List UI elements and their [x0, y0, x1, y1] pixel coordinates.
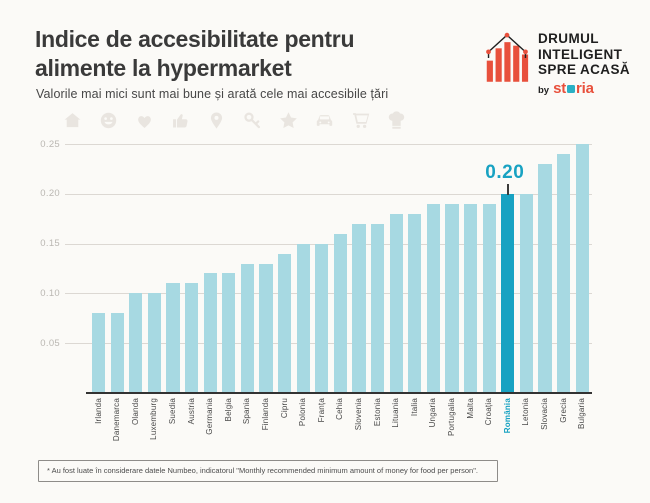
bar-slovacia: [538, 163, 552, 393]
bar-olanda: [129, 293, 143, 393]
bar-franța: [315, 243, 329, 393]
bar-irlanda: [92, 313, 106, 393]
logo-text: DRUMUL INTELIGENT SPRE ACASĂ by st ria: [538, 29, 630, 97]
watermark-icons-row: [62, 110, 407, 131]
x-axis-label-germania: Germania: [205, 398, 215, 435]
storia-st: st: [553, 79, 567, 97]
bar-germania: [203, 273, 217, 393]
x-axis-label-austria: Austria: [186, 398, 196, 425]
thumbs-up-icon: [170, 110, 191, 131]
bar-belgia: [222, 273, 236, 393]
x-axis-label-malta: Malta: [465, 398, 475, 419]
gridline-0.05: [65, 343, 592, 345]
y-axis-tick-label: 0.10: [40, 287, 60, 299]
x-axis-label-grecia: Grecia: [558, 398, 568, 423]
highlight-pointer-tick: [506, 184, 509, 195]
gridline-0.25: [65, 144, 592, 145]
footnote-box: * Au fost luate în considerare datele Nu…: [38, 460, 498, 482]
x-axis-label-estonia: Estonia: [372, 398, 382, 427]
x-axis-label-italia: Italia: [409, 398, 419, 417]
x-axis-label-irlanda: Irlanda: [93, 398, 103, 424]
x-axis-label-polonia: Polonia: [298, 398, 308, 427]
x-axis-label-portugalia: Portugalia: [447, 398, 456, 437]
y-axis-tick-label: 0.20: [40, 188, 60, 200]
x-axis-baseline: [86, 391, 592, 394]
bar-italia: [408, 213, 422, 393]
bar-malta: [464, 203, 478, 393]
bar-letonia: [519, 193, 533, 393]
y-axis-tick-label: 0.25: [40, 138, 60, 150]
x-axis-label-ungaria: Ungaria: [428, 398, 438, 428]
bar-românia: [501, 193, 515, 393]
x-axis-label-lituania: Lituania: [391, 398, 401, 428]
key-icon: [242, 110, 263, 131]
bar-lituania: [389, 213, 403, 393]
page-title: Indice de accesibilitate pentru alimente…: [35, 25, 355, 83]
bar-slovenia: [352, 223, 366, 393]
x-axis-label-slovacia: Slovacia: [540, 398, 549, 430]
logo-line-2: INTELIGENT: [538, 46, 623, 62]
bar-cehia: [333, 233, 347, 393]
bar-grecia: [557, 153, 571, 393]
bar-spania: [240, 263, 254, 393]
location-pin-icon: [206, 110, 227, 131]
logo-line-3: SPRE ACASĂ: [538, 62, 631, 77]
x-axis-label-olanda: Olanda: [130, 398, 140, 425]
gridline-0.20: [65, 193, 592, 195]
x-axis-label-belgia: Belgia: [223, 398, 233, 422]
heart-icon: [134, 110, 155, 131]
x-axis-label-spania: Spania: [242, 398, 252, 425]
bar-ungaria: [426, 203, 440, 393]
gridline-0.10: [65, 293, 592, 295]
x-axis-label-danemarca: Danemarca: [112, 398, 122, 442]
shopping-cart-icon: [350, 110, 371, 131]
chef-hat-icon: [386, 110, 407, 131]
bar-cipru: [278, 253, 292, 393]
page-subtitle: Valorile mai mici sunt mai bune și arată…: [36, 87, 389, 101]
star-icon: [278, 110, 299, 131]
bar-luxemburg: [147, 293, 161, 393]
x-axis-label-cehia: Cehia: [335, 398, 345, 420]
bar-polonia: [296, 243, 310, 393]
x-axis-label-finlanda: Finlanda: [261, 398, 270, 431]
title-line-1: Indice de accesibilitate pentru: [35, 26, 355, 52]
x-axis-label-franța: Franța: [316, 398, 326, 423]
bar-finlanda: [259, 263, 273, 393]
barchart-house-icon: [486, 32, 529, 82]
storia-wordmark: st ria: [553, 80, 594, 97]
bar-estonia: [371, 223, 385, 393]
x-axis-label-croația: Croația: [484, 398, 494, 426]
storia-ria: ria: [576, 79, 594, 97]
bar-austria: [185, 283, 199, 393]
logo-drumul-inteligent: DRUMUL INTELIGENT SPRE ACASĂ by st ria: [485, 29, 630, 97]
gridline-0.15: [65, 243, 592, 245]
bar-bulgaria: [575, 144, 589, 393]
logo-byline: by st ria: [538, 80, 630, 97]
smiley-icon: [98, 110, 119, 131]
x-axis-label-slovenia: Slovenia: [354, 398, 363, 431]
by-word: by: [538, 84, 550, 96]
bar-portugalia: [445, 203, 459, 393]
x-axis-label-cipru: Cipru: [279, 398, 289, 419]
bar-suedia: [166, 283, 180, 393]
bar-croația: [482, 203, 496, 393]
x-axis-label-suedia: Suedia: [168, 398, 177, 425]
x-axis-label-bulgaria: Bulgaria: [577, 398, 587, 429]
y-axis-tick-label: 0.05: [40, 337, 60, 349]
bar-danemarca: [110, 313, 124, 393]
x-axis-label-letonia: Letonia: [521, 398, 531, 426]
title-line-2: alimente la hypermarket: [35, 55, 292, 81]
house-icon: [62, 110, 83, 131]
storia-o-square-icon: [567, 84, 576, 93]
x-axis-label-luxemburg: Luxemburg: [149, 398, 159, 440]
car-icon: [314, 110, 335, 131]
y-axis-tick-label: 0.15: [40, 238, 60, 250]
highlight-value-label: 0.20: [485, 162, 525, 183]
x-axis-label-românia: România: [502, 398, 512, 434]
logo-line-1: DRUMUL: [538, 31, 599, 46]
